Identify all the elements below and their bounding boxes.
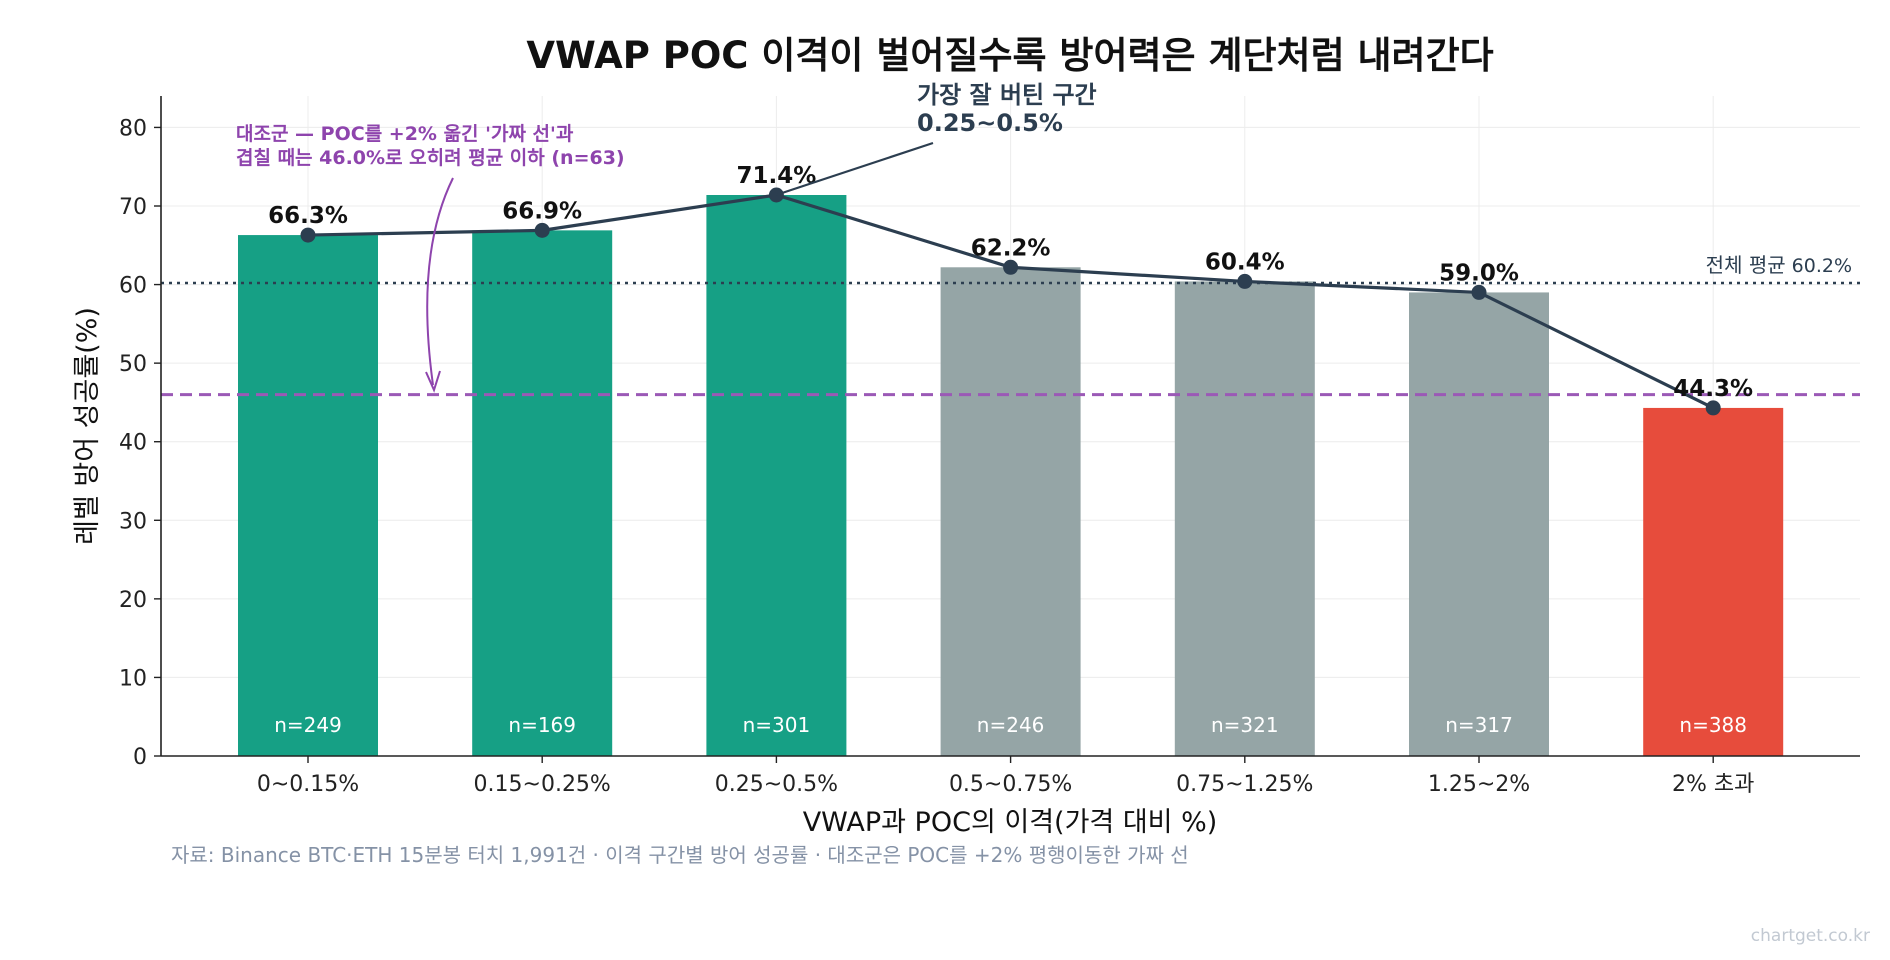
- average-label-value: 60.2%: [1792, 255, 1852, 277]
- x-tick-label: 2% 초과: [1672, 772, 1754, 797]
- data-labels: 66.3% 66.9% 71.4% 62.2% 60.4% 59.0% 44.3% n=249…: [268, 163, 1753, 737]
- peak-annotation-line1: 가장 잘 버틴 구간: [917, 81, 1097, 109]
- x-tick-label: 0.25~0.5%: [715, 772, 838, 797]
- data-point: [1471, 284, 1487, 300]
- chart-title: VWAP POC 이격이 벌어질수록 방어력은 계단처럼 내려간다: [526, 34, 1493, 77]
- bar: [1409, 292, 1549, 756]
- average-line-label: 전체 평균 60.2%: [1706, 253, 1852, 277]
- x-axis-title: VWAP과 POC의 이격(가격 대비 %): [803, 807, 1218, 838]
- y-tick-label: 70: [119, 195, 147, 220]
- y-tick-label: 10: [119, 666, 147, 691]
- data-point: [534, 222, 550, 238]
- count-label: n=249: [274, 713, 342, 737]
- y-tick-label: 80: [119, 116, 147, 141]
- count-label: n=317: [1445, 713, 1513, 737]
- bar: [238, 235, 378, 757]
- control-annotation-line2: 겹칠 때는 46.0%로 오히려 평균 이하 (n=63): [236, 147, 625, 169]
- data-point: [1705, 400, 1721, 416]
- y-tick-label: 0: [133, 745, 147, 770]
- x-tick-label: 0.75~1.25%: [1176, 772, 1313, 797]
- peak-annotation-line2: 0.25~0.5%: [917, 109, 1063, 137]
- value-label: 71.4%: [737, 163, 817, 189]
- data-point: [300, 227, 316, 243]
- value-label: 66.3%: [268, 203, 348, 229]
- peak-annotation-arrow: [775, 141, 934, 197]
- bar: [940, 267, 1081, 756]
- bars: [238, 195, 1784, 757]
- control-annotation-arrow: [426, 177, 454, 386]
- y-tick-label: 30: [119, 509, 147, 534]
- count-label: n=246: [977, 713, 1045, 737]
- y-tick-label: 20: [119, 588, 147, 613]
- x-tick-label: 0.15~0.25%: [474, 772, 611, 797]
- y-tick-label: 50: [119, 352, 147, 377]
- watermark: chartget.co.kr: [1751, 926, 1870, 946]
- bar: [1174, 281, 1315, 756]
- average-label-prefix: 전체 평균: [1706, 253, 1786, 277]
- bar: [706, 195, 847, 756]
- value-label: 59.0%: [1439, 260, 1519, 286]
- value-label: 62.2%: [971, 235, 1051, 261]
- data-point: [1237, 273, 1253, 289]
- count-label: n=388: [1679, 713, 1747, 737]
- trend-line: [300, 187, 1721, 416]
- count-label: n=169: [508, 713, 576, 737]
- reference-lines: [161, 281, 1860, 397]
- x-tick-label: 1.25~2%: [1428, 772, 1530, 797]
- source-note: 자료: Binance BTC·ETH 15분봉 터치 1,991건 · 이격 …: [171, 843, 1189, 867]
- y-axis-title: 레벨 방어 성공률(%): [72, 307, 103, 545]
- value-label: 66.9%: [502, 198, 582, 224]
- y-axis-ticks: 0 10 20 30 40 50 60 70 80: [119, 116, 161, 770]
- data-point: [1003, 259, 1019, 275]
- bar: [472, 230, 613, 756]
- control-annotation-arrowhead: [425, 370, 441, 393]
- x-tick-label: 0~0.15%: [257, 772, 359, 797]
- count-label: n=321: [1211, 713, 1279, 737]
- x-tick-label: 0.5~0.75%: [949, 772, 1072, 797]
- value-label: 44.3%: [1673, 376, 1753, 402]
- y-tick-label: 40: [119, 431, 147, 456]
- value-label: 60.4%: [1205, 249, 1285, 275]
- control-annotation-line1: 대조군 — POC를 +2% 옮긴 '가짜 선'과: [236, 123, 574, 145]
- y-tick-label: 60: [119, 274, 147, 299]
- x-axis-ticks: 0~0.15% 0.15~0.25% 0.25~0.5% 0.5~0.75% 0.75~…: [257, 756, 1754, 797]
- count-label: n=301: [743, 713, 811, 737]
- bar: [1643, 407, 1784, 756]
